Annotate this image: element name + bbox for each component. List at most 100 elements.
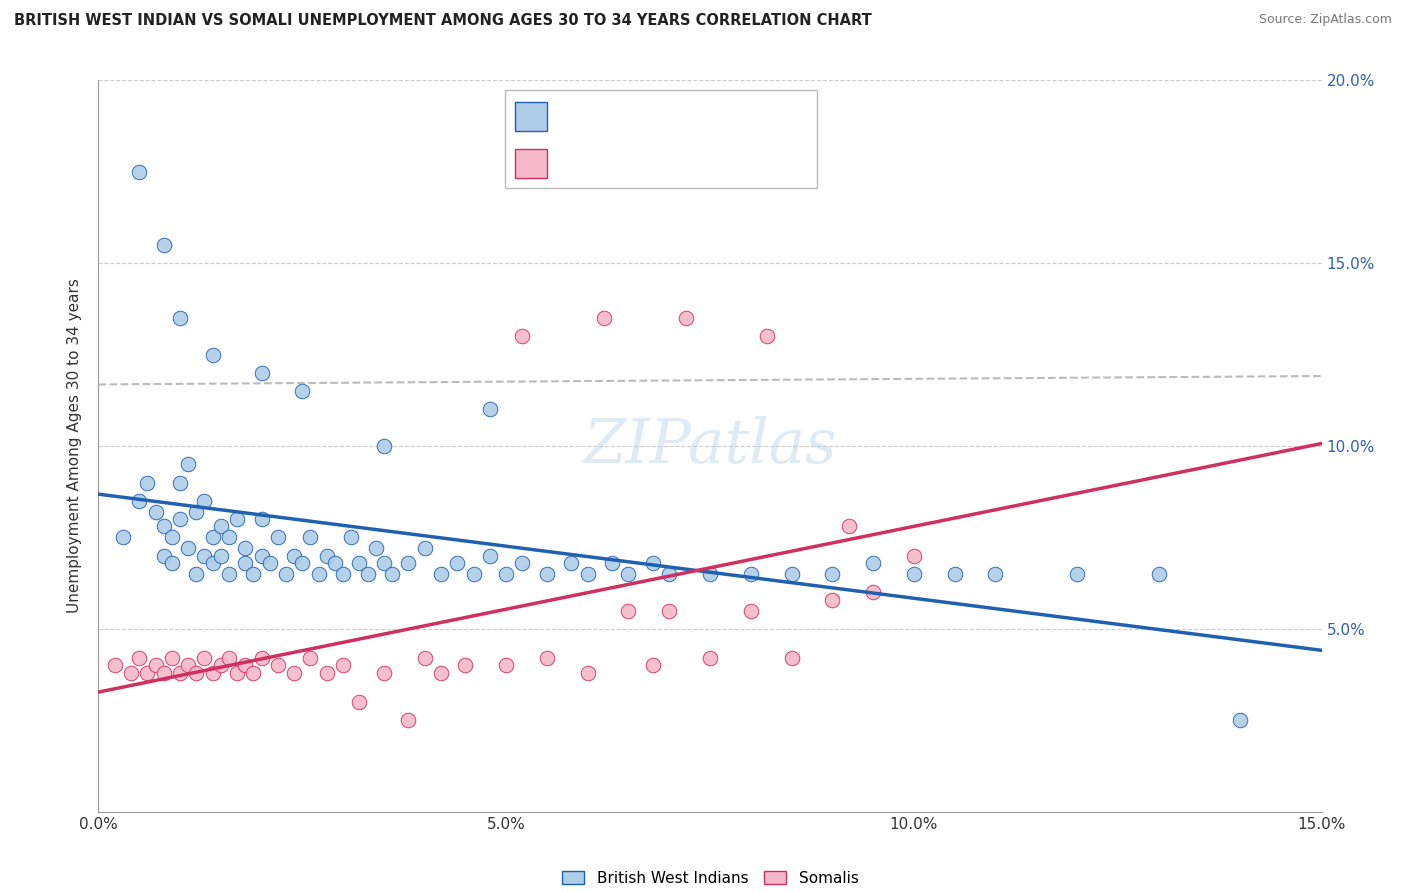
Point [218,530,240,544]
Point [332,658,354,673]
Point [373,439,395,453]
Point [364,541,387,556]
Point [218,651,240,665]
Point [478,402,501,417]
Point [233,658,256,673]
Point [160,651,183,665]
Point [512,556,534,570]
Point [128,165,150,179]
Point [536,651,558,665]
Point [299,530,322,544]
Point [299,651,322,665]
Point [356,567,378,582]
Point [495,567,517,582]
Point [201,556,224,570]
Point [145,658,167,673]
Point [593,311,616,326]
Point [169,665,191,680]
Point [259,556,281,570]
Legend: British West Indians, Somalis: British West Indians, Somalis [561,871,859,886]
Point [136,475,159,490]
Point [152,549,174,563]
Point [193,651,215,665]
Point [699,567,721,582]
Point [984,567,1007,582]
Point [463,567,485,582]
Point [169,475,191,490]
Point [1147,567,1170,582]
Point [600,556,623,570]
Point [120,665,142,680]
Point [291,556,314,570]
Point [145,505,167,519]
Point [283,665,305,680]
Point [226,665,249,680]
Point [160,556,183,570]
Point [1066,567,1088,582]
Point [160,530,183,544]
Point [373,665,395,680]
Point [454,658,477,673]
Text: BRITISH WEST INDIAN VS SOMALI UNEMPLOYMENT AMONG AGES 30 TO 34 YEARS CORRELATION: BRITISH WEST INDIAN VS SOMALI UNEMPLOYME… [14,13,872,29]
Text: Source: ZipAtlas.com: Source: ZipAtlas.com [1258,13,1392,27]
Point [495,658,517,673]
Y-axis label: Unemployment Among Ages 30 to 34 years: Unemployment Among Ages 30 to 34 years [67,278,83,614]
Point [446,556,468,570]
Point [396,714,419,728]
Point [267,530,290,544]
Point [821,592,844,607]
Point [177,658,200,673]
Point [209,549,232,563]
Point [283,549,305,563]
Point [756,329,779,343]
Point [560,556,582,570]
Point [250,512,273,526]
Point [396,556,419,570]
Point [209,519,232,533]
Point [478,549,501,563]
Point [780,567,803,582]
Point [250,549,273,563]
Point [218,567,240,582]
Point [152,238,174,252]
Point [186,567,208,582]
Point [152,665,174,680]
Point [641,658,664,673]
Point [186,665,208,680]
Point [740,603,762,617]
Point [576,567,599,582]
Point [740,567,762,582]
Point [233,556,256,570]
Point [332,567,354,582]
Point [943,567,966,582]
Point [1229,714,1251,728]
Point [512,329,534,343]
Point [658,567,681,582]
Point [201,348,224,362]
Point [226,512,249,526]
Point [617,567,640,582]
Point [315,665,337,680]
Point [536,567,558,582]
Point [242,567,264,582]
Point [413,651,436,665]
Point [128,493,150,508]
Point [617,603,640,617]
Point [903,567,925,582]
Point [340,530,363,544]
Point [177,541,200,556]
Point [862,556,884,570]
Point [838,519,860,533]
Point [413,541,436,556]
Point [169,512,191,526]
Point [274,567,297,582]
Point [291,384,314,399]
Point [186,505,208,519]
Point [308,567,330,582]
Point [430,665,453,680]
Point [201,665,224,680]
Point [104,658,127,673]
Point [576,665,599,680]
Point [373,556,395,570]
Point [177,458,200,472]
